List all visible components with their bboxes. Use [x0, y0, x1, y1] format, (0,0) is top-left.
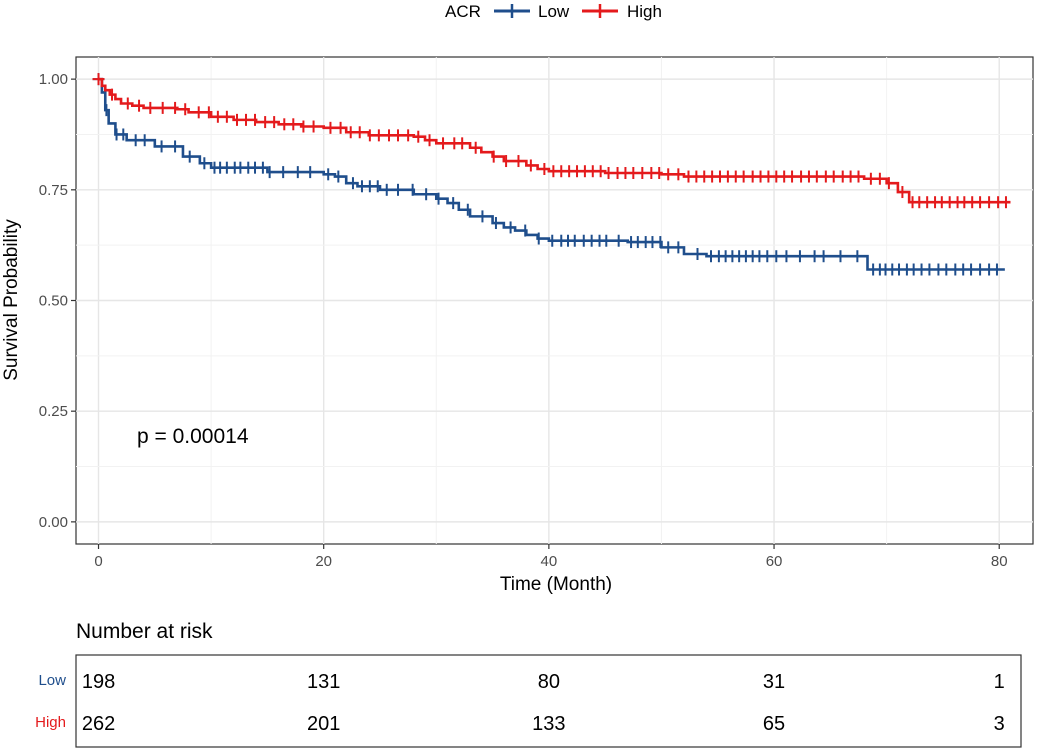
- y-axis-title: Survival Probability: [1, 219, 22, 381]
- risk-table-title: Number at risk: [76, 620, 213, 643]
- legend-title: ACR: [445, 2, 481, 21]
- curve-low: [98, 77, 1005, 271]
- risk-cell: 80: [538, 671, 560, 693]
- y-tick-label: 0.25: [39, 403, 68, 420]
- legend-item-high: High: [582, 2, 662, 21]
- risk-cell: 1: [994, 671, 1005, 693]
- risk-cell: 201: [307, 713, 340, 735]
- curve-high: [98, 77, 1011, 204]
- series-low: [92, 73, 1005, 276]
- risk-table-body: Low 198 131 80 31 1 High 262 201 133 65 3: [35, 671, 1005, 735]
- y-tick-label: 0.50: [39, 293, 68, 310]
- y-tick-label: 0.75: [39, 182, 68, 199]
- risk-cell: 65: [763, 713, 785, 735]
- risk-cell: 133: [532, 713, 565, 735]
- risk-row-label-high: High: [35, 714, 66, 731]
- risk-cell: 3: [994, 713, 1005, 735]
- risk-cell: 131: [307, 671, 340, 693]
- p-value-annotation: p = 0.00014: [137, 425, 249, 448]
- risk-cell: 31: [763, 671, 785, 693]
- risk-row-label-low: Low: [38, 672, 66, 689]
- axis-ticks: 0 20 40 60 80 0.00 0.25 0.50 0.75 1.00: [39, 71, 1008, 570]
- legend-label-high: High: [627, 2, 662, 21]
- legend: ACR Low High: [445, 2, 662, 21]
- risk-table-panel: [75, 654, 1022, 748]
- x-tick-label: 20: [315, 553, 332, 570]
- y-tick-label: 1.00: [39, 71, 68, 88]
- risk-cell: 198: [82, 671, 115, 693]
- legend-item-low: Low: [494, 2, 570, 21]
- legend-label-low: Low: [538, 2, 570, 21]
- x-tick-label: 80: [991, 553, 1008, 570]
- risk-cell: 262: [82, 713, 115, 735]
- x-axis-title: Time (Month): [500, 574, 612, 595]
- x-tick-label: 40: [541, 553, 558, 570]
- x-tick-label: 0: [94, 553, 102, 570]
- y-tick-label: 0.00: [39, 514, 68, 531]
- x-tick-label: 60: [766, 553, 783, 570]
- series-high: [92, 73, 1011, 209]
- survival-curves: [92, 73, 1011, 276]
- grid-lines: [76, 57, 1033, 544]
